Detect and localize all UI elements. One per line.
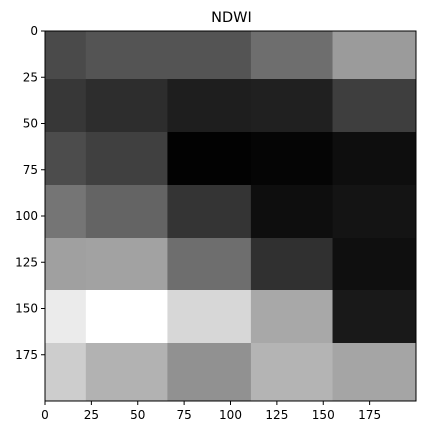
y-axis: 0 25 50 75 100 125 150 175: [15, 24, 45, 362]
heatmap-cell: [332, 31, 417, 80]
y-tick-label: 150: [15, 302, 38, 316]
x-tick-label: 125: [265, 408, 288, 422]
x-axis: 0 25 50 75 100 125 150 175: [41, 401, 381, 422]
heatmap-cell: [85, 185, 168, 239]
x-tick-label: 150: [312, 408, 335, 422]
x-tick-label: 25: [84, 408, 99, 422]
heatmap-cell: [167, 238, 252, 291]
heatmap-cell: [85, 31, 168, 80]
heatmap-cell: [332, 132, 417, 186]
x-tick-label: 100: [219, 408, 242, 422]
y-tick-label: 0: [30, 24, 38, 38]
x-tick-label: 50: [130, 408, 145, 422]
heatmap-cell: [167, 31, 252, 80]
heatmap-cell: [45, 185, 87, 239]
y-tick-label: 100: [15, 209, 38, 223]
y-tick-label: 125: [15, 255, 38, 269]
heatmap-cell: [85, 343, 168, 402]
heatmap-cell: [250, 343, 334, 402]
heatmap-cell: [167, 343, 252, 402]
heatmap-cell: [332, 343, 417, 402]
heatmap-cell: [250, 238, 334, 291]
heatmap-cell: [45, 132, 87, 186]
x-tick-label: 0: [41, 408, 49, 422]
heatmap-cell: [167, 132, 252, 186]
heatmap-cell: [167, 185, 252, 239]
y-tick-label: 50: [23, 117, 38, 131]
y-tick-label: 75: [23, 163, 38, 177]
heatmap-cell: [45, 343, 87, 402]
heatmap-cell: [332, 238, 417, 291]
y-tick-label: 175: [15, 348, 38, 362]
heatmap-cell: [250, 290, 334, 344]
heatmap-cell: [85, 132, 168, 186]
heatmap-cell: [45, 290, 87, 344]
heatmap-cell: [332, 79, 417, 133]
heatmap-cell: [250, 185, 334, 239]
heatmap-cell: [332, 290, 417, 344]
heatmap-cell: [85, 238, 168, 291]
heatmap-cell: [332, 185, 417, 239]
heatmap-cell: [45, 31, 87, 80]
heatmap-cell: [167, 79, 252, 133]
heatmap-cell: [45, 238, 87, 291]
heatmap-cell: [250, 132, 334, 186]
heatmap-cell: [250, 79, 334, 133]
heatmap-cell: [45, 79, 87, 133]
x-tick-label: 75: [176, 408, 191, 422]
heatmap-cell: [250, 31, 334, 80]
heatmap-cell: [167, 290, 252, 344]
y-tick-label: 25: [23, 70, 38, 84]
heatmap-cell: [85, 79, 168, 133]
heatmap-cell: [85, 290, 168, 344]
heatmap-cells: [45, 31, 417, 402]
chart-title: NDWI: [211, 10, 252, 26]
x-tick-label: 175: [358, 408, 381, 422]
